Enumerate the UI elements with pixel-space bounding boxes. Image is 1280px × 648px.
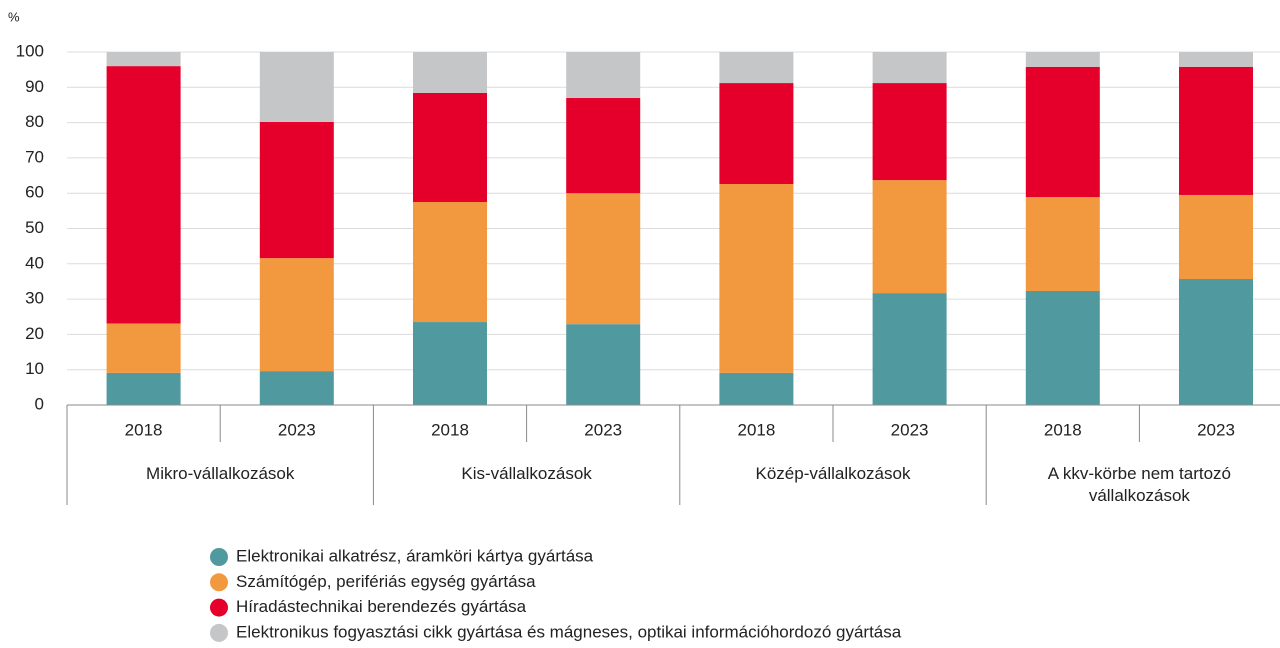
bar-segment: [413, 322, 487, 405]
y-axis-label: %: [8, 9, 20, 24]
bar-segment: [106, 323, 181, 373]
bar-segment: [566, 52, 641, 98]
bar-segment: [259, 371, 334, 405]
bar-segment: [719, 83, 794, 185]
y-tick-label: 10: [25, 359, 44, 378]
bar-segment: [106, 372, 181, 405]
bar-segment: [1025, 66, 1100, 198]
bar-segment: [259, 121, 334, 259]
y-tick-label: 20: [25, 324, 44, 343]
bar-segment: [259, 258, 334, 372]
y-tick-label: 100: [16, 41, 44, 60]
bar-segment: [106, 66, 181, 324]
bar-segment: [106, 52, 181, 67]
x-tick-label: 2018: [737, 420, 775, 439]
legend-label: Számítógép, perifériás egység gyártása: [236, 572, 536, 591]
bar-segment: [413, 92, 487, 203]
legend-label: Elektronikai alkatrész, áramköri kártya …: [236, 546, 594, 565]
group-label-box: A kkv-körbe nem tartozó vállalkozások: [1047, 464, 1232, 505]
legend-marker: [210, 623, 228, 642]
group-label: Mikro-vállalkozások: [146, 464, 295, 483]
y-tick-label: 50: [25, 218, 44, 237]
group-label: Kis-vállalkozások: [461, 464, 592, 483]
x-tick-label: 2018: [431, 420, 469, 439]
y-tick-label: 60: [25, 183, 44, 202]
x-tick-label: 2018: [1044, 420, 1082, 439]
bar-segment: [719, 184, 794, 373]
bar-segment: [566, 193, 641, 325]
bar-segment: [872, 52, 947, 84]
bar-segment: [872, 293, 947, 405]
legend-label: Elektronikus fogyasztási cikk gyártása é…: [236, 622, 902, 641]
bar-segment: [1179, 278, 1253, 405]
bar-segment: [413, 202, 487, 323]
bar-segment: [872, 83, 947, 181]
x-tick-label: 2018: [125, 420, 163, 439]
group-label: A kkv-körbe nem tartozó vállalkozások: [1047, 464, 1232, 505]
bar-segment: [566, 324, 641, 405]
bar-segment: [1179, 52, 1253, 67]
bar-segment: [1179, 66, 1253, 195]
bar-segment: [566, 97, 641, 194]
legend-marker: [210, 573, 228, 592]
x-tick-label: 2023: [1197, 420, 1235, 439]
bar-segment: [1179, 194, 1253, 279]
group-label-box: Kis-vállalkozások: [461, 464, 592, 483]
bar-segment: [872, 180, 947, 294]
group-label-box: Mikro-vállalkozások: [146, 464, 295, 483]
y-tick-label: 70: [25, 147, 44, 166]
y-tick-label: 30: [25, 289, 44, 308]
x-tick-label: 2023: [278, 420, 316, 439]
y-tick-label: 80: [25, 112, 44, 131]
bar-segment: [719, 52, 794, 84]
bar-segment: [413, 52, 487, 93]
y-tick-label: 40: [25, 253, 44, 272]
x-tick-label: 2023: [584, 420, 622, 439]
y-tick-label: 0: [35, 394, 44, 413]
y-tick-label: 90: [25, 77, 44, 96]
bar-segment: [1025, 290, 1100, 405]
legend-marker: [210, 548, 228, 566]
bar-segment: [719, 372, 794, 405]
bar-segment: [1025, 52, 1100, 67]
group-label: Közép-vállalkozások: [755, 464, 911, 483]
bar-segment: [1025, 197, 1100, 291]
x-tick-label: 2023: [891, 420, 929, 439]
legend-marker: [210, 598, 228, 617]
legend-label: Híradástechnikai berendezés gyártása: [236, 597, 527, 616]
group-label-box: Közép-vállalkozások: [755, 464, 911, 483]
bar-segment: [259, 52, 334, 122]
